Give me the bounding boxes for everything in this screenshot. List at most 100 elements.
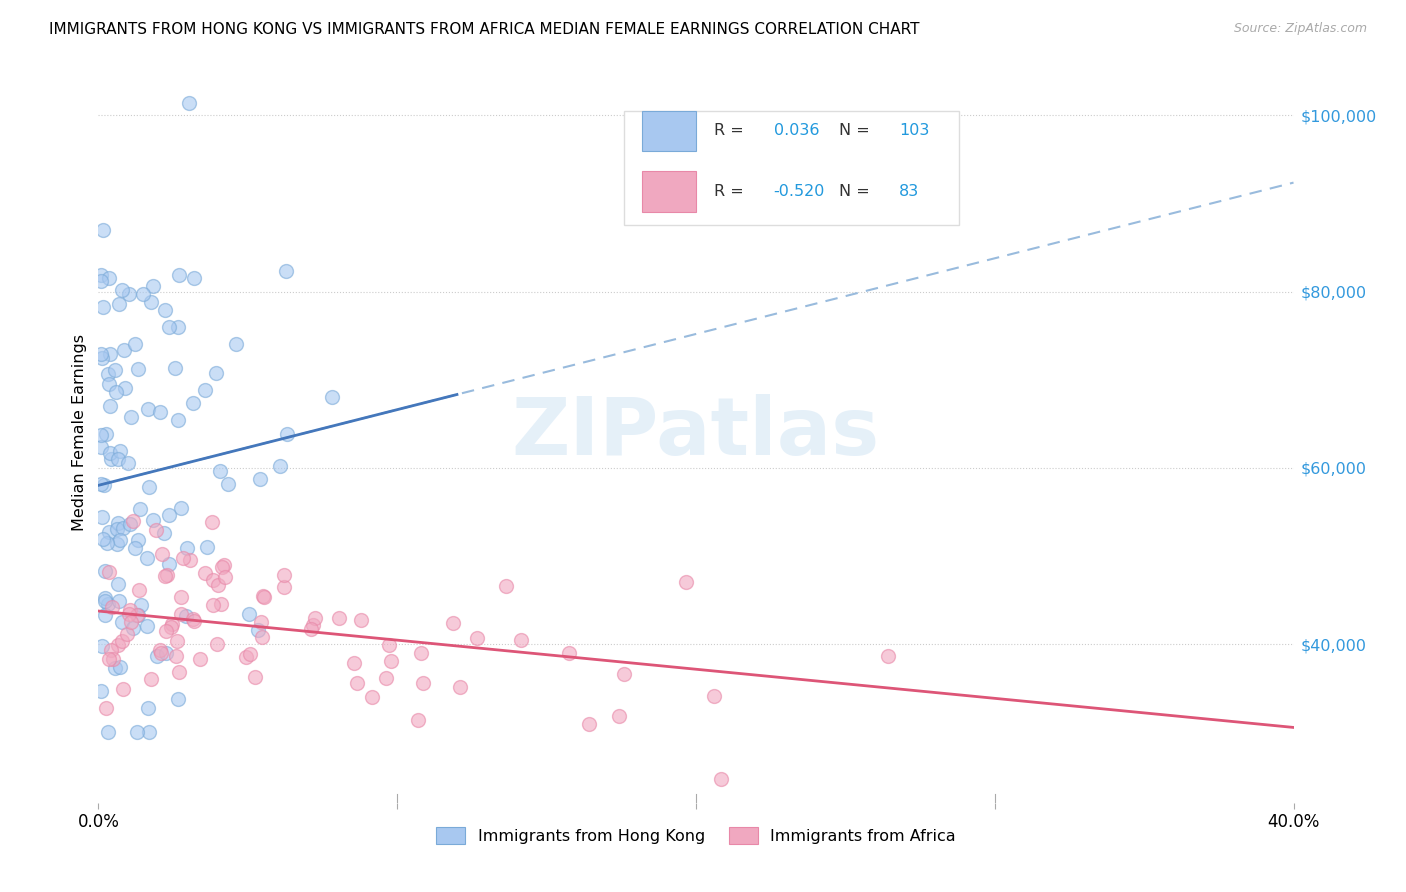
Point — [195, 540, 218, 554]
Point — [153, 568, 176, 582]
Point — [118, 607, 141, 622]
Point — [105, 537, 128, 551]
Text: N =: N = — [839, 184, 876, 199]
Point — [90, 477, 112, 491]
Point — [153, 525, 176, 540]
Point — [183, 614, 205, 628]
Point — [302, 617, 325, 632]
Point — [170, 607, 193, 621]
Point — [510, 633, 533, 648]
Point — [194, 566, 217, 581]
Point — [346, 676, 368, 690]
Point — [93, 594, 115, 608]
Point — [149, 646, 172, 660]
Point — [165, 361, 187, 376]
Point — [157, 319, 180, 334]
Point — [121, 621, 143, 635]
Point — [249, 472, 271, 486]
Point — [93, 222, 115, 236]
Point — [207, 578, 229, 592]
Point — [104, 661, 127, 675]
Point — [100, 446, 122, 460]
Point — [138, 480, 160, 494]
Point — [111, 634, 134, 648]
Point — [112, 682, 135, 697]
Legend: Immigrants from Hong Kong, Immigrants from Africa: Immigrants from Hong Kong, Immigrants fr… — [430, 821, 962, 850]
Text: Source: ZipAtlas.com: Source: ZipAtlas.com — [1233, 22, 1367, 36]
Point — [378, 638, 401, 652]
Point — [235, 650, 257, 665]
Point — [166, 413, 188, 427]
Point — [94, 591, 117, 605]
Point — [111, 521, 134, 535]
Point — [188, 652, 211, 666]
Point — [101, 652, 124, 666]
Point — [276, 426, 298, 441]
Point — [91, 532, 114, 546]
Text: ZIPatlas: ZIPatlas — [512, 393, 880, 472]
Point — [118, 287, 141, 301]
Point — [90, 440, 112, 454]
Point — [98, 377, 121, 392]
Point — [127, 607, 149, 622]
Point — [90, 268, 112, 282]
Point — [107, 576, 129, 591]
Point — [181, 612, 204, 626]
Point — [176, 541, 198, 556]
Point — [107, 516, 129, 531]
Point — [120, 615, 142, 630]
Point — [105, 385, 128, 400]
FancyBboxPatch shape — [624, 111, 959, 226]
Point — [112, 343, 135, 357]
Point — [149, 642, 172, 657]
Point — [94, 700, 117, 714]
Point — [94, 608, 117, 623]
Point — [179, 95, 201, 110]
Text: 103: 103 — [900, 123, 929, 138]
Point — [96, 597, 118, 611]
Point — [160, 617, 183, 632]
Y-axis label: Median Female Earnings: Median Female Earnings — [72, 334, 87, 531]
Point — [100, 451, 122, 466]
Point — [117, 627, 139, 641]
Point — [239, 647, 262, 661]
Text: N =: N = — [839, 123, 876, 138]
Point — [129, 598, 152, 612]
Point — [90, 347, 112, 361]
Point — [170, 590, 193, 604]
Point — [103, 363, 125, 377]
Point — [98, 652, 121, 666]
Point — [166, 692, 188, 706]
Point — [613, 666, 636, 681]
Point — [328, 611, 350, 625]
Point — [343, 656, 366, 670]
Point — [1298, 669, 1320, 683]
Point — [374, 671, 396, 685]
Point — [138, 725, 160, 739]
Point — [214, 570, 236, 584]
Point — [273, 581, 295, 595]
Point — [209, 597, 232, 611]
Point — [202, 598, 225, 612]
Point — [135, 618, 157, 632]
Point — [214, 558, 236, 573]
Point — [170, 501, 193, 516]
Point — [100, 643, 122, 657]
Point — [118, 602, 141, 616]
Point — [124, 336, 146, 351]
Point — [142, 513, 165, 527]
Point — [167, 665, 190, 680]
Point — [174, 609, 197, 624]
Point — [321, 390, 343, 404]
Point — [167, 320, 190, 334]
Point — [159, 620, 181, 634]
Point — [155, 646, 177, 660]
Point — [149, 405, 172, 419]
Point — [194, 384, 217, 398]
Point — [90, 683, 112, 698]
Point — [179, 553, 201, 567]
Point — [250, 615, 273, 629]
Point — [98, 271, 121, 285]
Point — [449, 681, 471, 695]
Point — [172, 550, 194, 565]
